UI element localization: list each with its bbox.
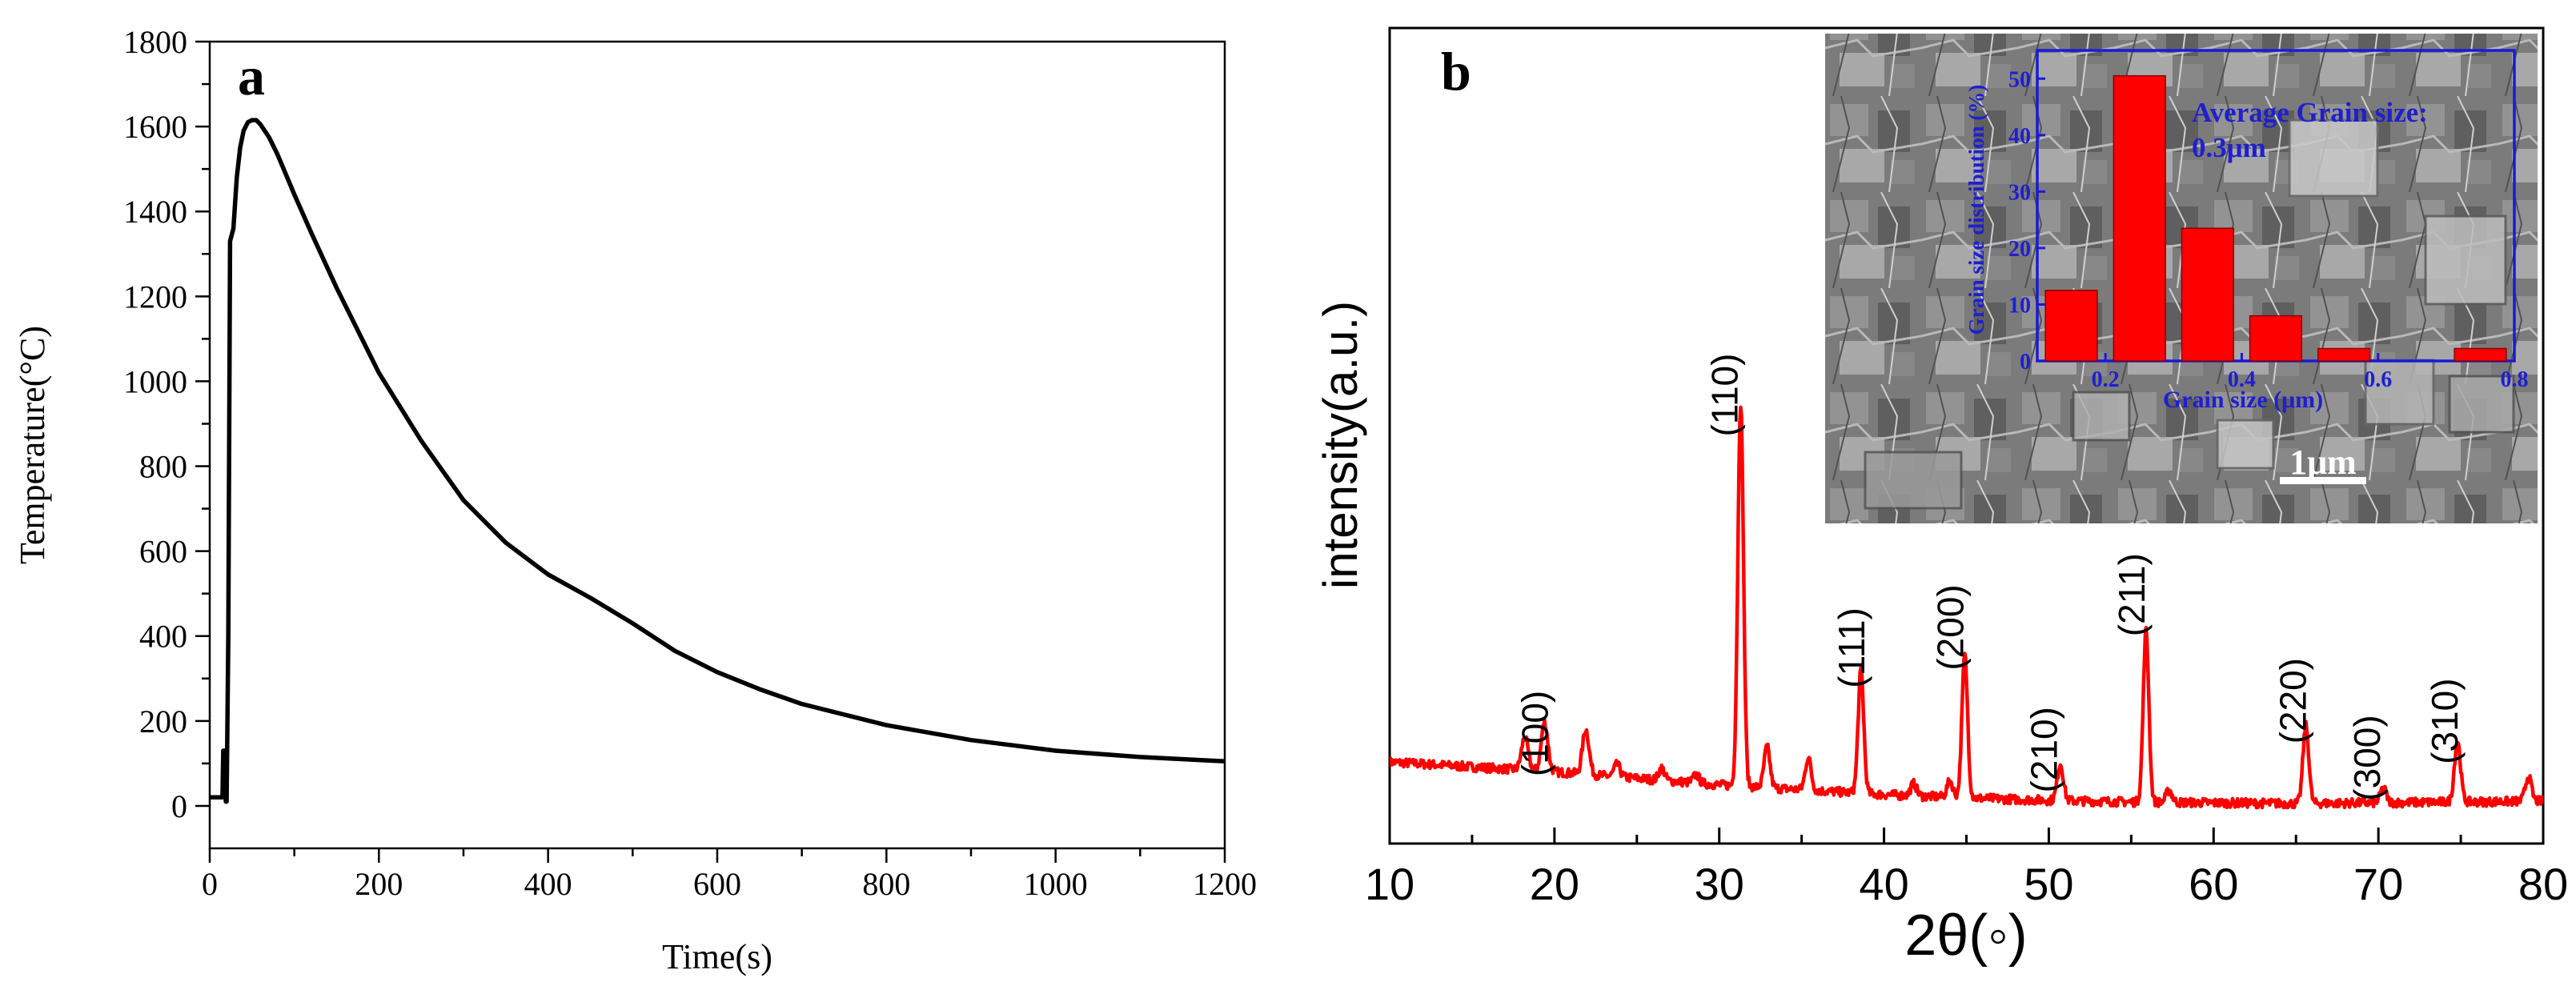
panel-b-x-tick-label: 80	[2518, 859, 2568, 909]
panel-b-xrd-pattern	[1390, 405, 2543, 810]
panel-a-y-tick-label: 600	[139, 534, 187, 570]
panel-b-ticks	[1388, 828, 2545, 844]
histogram-bar	[2317, 347, 2371, 362]
panel-b-label: b	[1441, 41, 1471, 102]
panel-b: 10 20 30 40 50 60 70 80 (100) (110) (111) (200) (21…	[1314, 26, 2568, 968]
histogram-annotation-line-2: 0.3μm	[2192, 132, 2266, 163]
histogram-x-axis-title: Grain size (μm)	[2163, 387, 2323, 413]
panel-a-x-tick-label: 1000	[1024, 866, 1088, 902]
panel-a-y-tick-label: 1000	[123, 363, 187, 399]
panel-b-x-axis-title: 2θ(◦)	[1904, 904, 2028, 968]
histogram-ticks	[2037, 77, 2516, 363]
histogram-tick-labels: 0.2 0.4 0.6 0.8 0 10 20 30 40 50	[2008, 67, 2529, 392]
histogram-y-tick-label: 50	[2008, 67, 2031, 92]
panel-a-y-tick-label: 200	[139, 703, 187, 739]
panel-a-y-tick-label: 1200	[123, 279, 187, 315]
histogram-y-tick-label: 0	[2020, 350, 2031, 375]
panel-b-x-tick-label: 40	[1859, 859, 1908, 909]
panel-b-peak-annotations: (100) (110) (111) (200) (210) (211) (220) (300)…	[1515, 354, 2466, 801]
panel-a-x-tick-label: 200	[355, 866, 403, 902]
sem-scale-bar-label: 1μm	[2289, 443, 2357, 482]
histogram-y-tick-label: 20	[2008, 237, 2031, 262]
peak-label: (310)	[2424, 678, 2466, 764]
histogram-x-tick-label: 0.6	[2364, 367, 2392, 392]
histogram-y-tick-label: 40	[2008, 124, 2031, 149]
panel-a-x-tick-label: 400	[524, 866, 572, 902]
panel-a-y-tick-label: 0	[171, 788, 187, 824]
panel-a-y-tick-label: 1600	[123, 109, 187, 145]
peak-label: (111)	[1831, 607, 1872, 688]
histogram-x-tick-label: 0.2	[2092, 367, 2120, 392]
histogram-bars	[2044, 74, 2507, 362]
histogram-x-tick-label: 0.4	[2228, 367, 2256, 392]
panel-a-y-tick-label: 1400	[123, 194, 187, 230]
sem-scale-bar	[2280, 477, 2366, 484]
panel-a-x-tick-label: 1200	[1193, 866, 1257, 902]
peak-label: (300)	[2346, 715, 2388, 800]
histogram-bar	[2044, 290, 2098, 362]
peak-label: (220)	[2273, 658, 2314, 744]
panel-a-y-tick-label: 400	[139, 619, 187, 655]
peak-label: (100)	[1515, 691, 1556, 776]
histogram-y-axis-title: Grain size distribution (%)	[1964, 85, 1988, 335]
peak-label: (110)	[1703, 354, 1745, 437]
panel-a-y-tick-label: 1800	[123, 24, 187, 60]
panel-a-temperature-line	[210, 118, 1225, 804]
panel-a-tick-labels: 0 200 400 600 800 1000 1200 0 200 400 600 800 1000 12…	[123, 24, 1257, 902]
panel-b-tick-labels: 10 20 30 40 50 60 70 80	[1365, 859, 2568, 909]
histogram-bar	[2249, 315, 2303, 362]
panel-b-y-axis-title: intensity(a.u.)	[1314, 301, 1367, 589]
histogram-bar	[2454, 347, 2507, 362]
histogram-y-tick-label: 10	[2008, 293, 2031, 318]
histogram-x-tick-label: 0.8	[2501, 367, 2529, 392]
panel-b-x-tick-label: 50	[2024, 859, 2073, 909]
histogram-bar	[2113, 74, 2166, 362]
sem-grains	[1864, 118, 2515, 510]
histogram-annotation-line-1: Average Grain size:	[2192, 97, 2428, 128]
panel-a-x-tick-label: 0	[202, 866, 218, 902]
panel-a-x-tick-label: 800	[862, 866, 910, 902]
panel-a: 0 200 400 600 800 1000 1200 0 200 400 600 800 1000 12…	[13, 24, 1257, 976]
panel-a-y-tick-label: 800	[139, 449, 187, 485]
panel-b-x-tick-label: 30	[1695, 859, 1744, 909]
panel-a-x-tick-label: 600	[693, 866, 741, 902]
histogram-y-tick-label: 30	[2008, 180, 2031, 205]
panel-b-x-tick-label: 10	[1365, 859, 1414, 909]
panel-a-ticks	[195, 40, 1226, 863]
panel-a-label: a	[238, 46, 265, 106]
panel-b-x-tick-label: 60	[2189, 859, 2238, 909]
panel-a-y-axis-title: Temperature(°C)	[13, 326, 52, 564]
panel-a-x-axis-title: Time(s)	[662, 937, 772, 976]
peak-label: (210)	[2024, 707, 2065, 792]
peak-label: (211)	[2111, 553, 2153, 636]
panel-b-x-tick-label: 20	[1530, 859, 1579, 909]
peak-label: (200)	[1929, 584, 1971, 670]
panel-b-x-tick-label: 70	[2353, 859, 2403, 909]
histogram-bar	[2181, 227, 2234, 362]
panel-a-plot-frame	[208, 40, 1226, 850]
